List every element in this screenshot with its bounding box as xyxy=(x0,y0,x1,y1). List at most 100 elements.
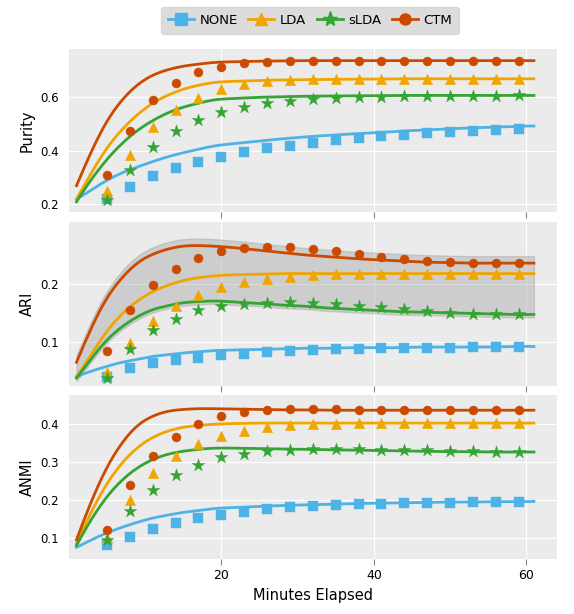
Point xyxy=(171,355,180,365)
Point xyxy=(194,93,203,103)
Point xyxy=(331,246,340,256)
Point xyxy=(262,144,272,154)
Point xyxy=(445,343,455,352)
Point xyxy=(125,495,134,505)
Point xyxy=(285,242,294,252)
Point xyxy=(354,445,363,454)
Point xyxy=(331,299,340,309)
Point xyxy=(468,126,478,136)
Point xyxy=(194,67,203,77)
Point xyxy=(354,92,363,102)
Point xyxy=(125,305,134,315)
Point xyxy=(514,258,523,268)
Point xyxy=(125,126,134,136)
Point xyxy=(239,349,249,359)
Point xyxy=(217,351,226,360)
Point xyxy=(171,264,180,274)
Point xyxy=(262,57,272,67)
Point xyxy=(262,405,272,414)
Point xyxy=(491,342,501,352)
Point xyxy=(217,84,226,94)
Point xyxy=(468,269,478,279)
Point xyxy=(308,56,317,66)
Point xyxy=(377,418,386,428)
Point xyxy=(445,127,455,137)
Point xyxy=(217,510,226,519)
Point xyxy=(262,98,272,108)
Point xyxy=(102,170,111,180)
Point xyxy=(102,195,111,205)
Point xyxy=(400,74,409,84)
Point xyxy=(171,126,180,136)
Point xyxy=(514,497,523,507)
Point xyxy=(331,405,340,414)
Point xyxy=(377,445,386,454)
Point xyxy=(400,445,409,455)
Point xyxy=(262,242,272,252)
Point xyxy=(148,171,157,181)
Point xyxy=(308,404,317,414)
Point xyxy=(400,305,409,314)
Point xyxy=(239,449,249,459)
Point xyxy=(354,344,363,354)
Point xyxy=(262,505,272,515)
Point xyxy=(331,74,340,84)
Point xyxy=(171,301,180,311)
Point xyxy=(514,447,523,457)
Point xyxy=(354,500,363,510)
Point xyxy=(514,418,523,428)
Point xyxy=(148,468,157,478)
Point xyxy=(422,306,432,316)
Point xyxy=(285,502,294,512)
Point xyxy=(308,501,317,511)
Point xyxy=(514,124,523,134)
Point xyxy=(514,74,523,84)
Point xyxy=(125,507,134,516)
Point xyxy=(514,269,523,279)
Point xyxy=(148,122,157,132)
Point xyxy=(491,405,501,415)
Point xyxy=(262,76,272,86)
Point xyxy=(102,526,111,535)
Point xyxy=(148,486,157,495)
Point xyxy=(148,280,157,290)
Point xyxy=(102,367,111,377)
Point xyxy=(422,446,432,456)
Point xyxy=(422,418,432,428)
Point xyxy=(148,142,157,152)
Point xyxy=(445,56,455,66)
Point xyxy=(445,257,455,267)
Point xyxy=(171,432,180,441)
Point xyxy=(285,445,294,454)
Point xyxy=(445,91,455,101)
Point xyxy=(331,500,340,510)
Point xyxy=(377,343,386,353)
Point xyxy=(217,431,226,441)
Point xyxy=(262,274,272,284)
Point xyxy=(354,301,363,311)
Point xyxy=(239,507,249,516)
Point xyxy=(308,138,317,148)
Point xyxy=(468,446,478,456)
Point xyxy=(125,363,134,373)
Point xyxy=(239,407,249,417)
Point xyxy=(102,372,111,382)
Point xyxy=(491,447,501,457)
Point xyxy=(514,309,523,319)
Point xyxy=(239,102,249,112)
Point xyxy=(377,405,386,414)
Point xyxy=(239,147,249,157)
Point xyxy=(468,74,478,84)
Point xyxy=(400,343,409,353)
Point xyxy=(331,270,340,279)
Point xyxy=(125,344,134,354)
Point xyxy=(171,518,180,528)
Point xyxy=(491,91,501,101)
Point xyxy=(331,344,340,354)
Point xyxy=(194,460,203,470)
Point xyxy=(171,78,180,88)
Point xyxy=(445,446,455,456)
Point xyxy=(125,165,134,174)
Point xyxy=(308,298,317,308)
Point xyxy=(514,405,523,415)
